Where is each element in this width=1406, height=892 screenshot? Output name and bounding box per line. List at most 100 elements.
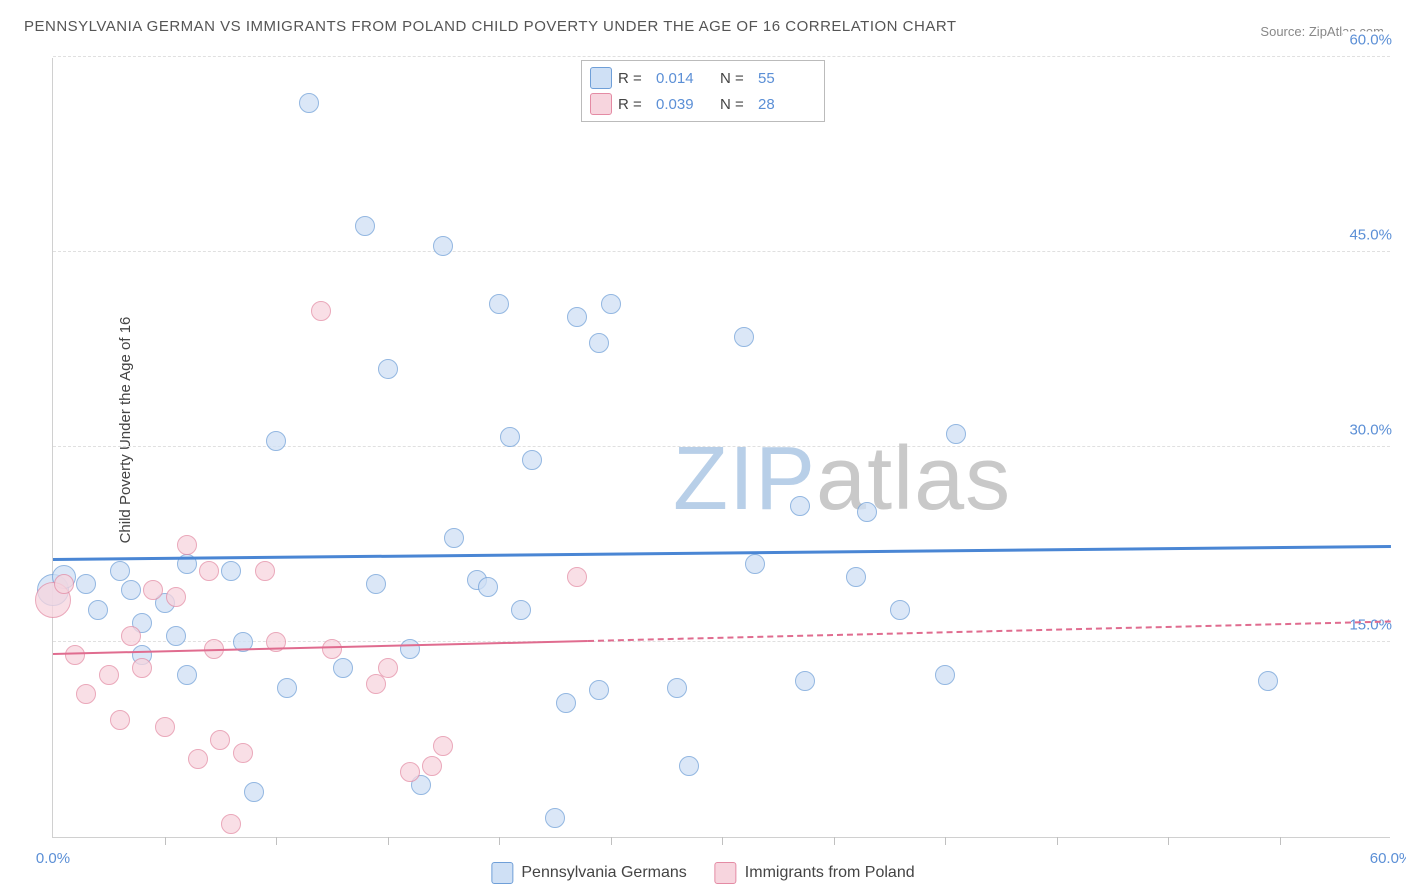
scatter-point: [166, 626, 186, 646]
scatter-point: [322, 639, 342, 659]
legend-series: Pennsylvania Germans Immigrants from Pola…: [491, 862, 914, 884]
scatter-point: [177, 665, 197, 685]
scatter-point: [444, 528, 464, 548]
legend-label: Pennsylvania Germans: [521, 864, 686, 882]
x-tick: [1168, 837, 1169, 845]
legend-swatch: [491, 862, 513, 884]
scatter-point: [121, 626, 141, 646]
scatter-point: [935, 665, 955, 685]
legend-row: R =0.039N =28: [590, 91, 816, 117]
scatter-point: [489, 294, 509, 314]
scatter-point: [522, 450, 542, 470]
scatter-point: [355, 216, 375, 236]
trend-line: [588, 621, 1391, 642]
watermark: ZIPatlas: [673, 428, 1011, 531]
x-tick: [945, 837, 946, 845]
scatter-point: [745, 554, 765, 574]
y-tick-label: 45.0%: [1343, 227, 1392, 244]
scatter-point: [366, 574, 386, 594]
r-value: 0.014: [656, 70, 714, 87]
scatter-point: [400, 639, 420, 659]
scatter-point: [378, 658, 398, 678]
gridline: [53, 56, 1390, 57]
scatter-point: [188, 749, 208, 769]
scatter-point: [857, 502, 877, 522]
n-label: N =: [720, 96, 752, 113]
scatter-point: [233, 743, 253, 763]
x-tick: [388, 837, 389, 845]
legend-swatch: [715, 862, 737, 884]
scatter-point: [567, 567, 587, 587]
gridline: [53, 251, 1390, 252]
n-value: 55: [758, 70, 816, 87]
scatter-point: [99, 665, 119, 685]
x-tick: [834, 837, 835, 845]
scatter-point: [65, 645, 85, 665]
scatter-point: [795, 671, 815, 691]
scatter-point: [76, 684, 96, 704]
scatter-point: [422, 756, 442, 776]
scatter-point: [255, 561, 275, 581]
scatter-point: [88, 600, 108, 620]
x-tick: [722, 837, 723, 845]
scatter-point: [378, 359, 398, 379]
scatter-point: [333, 658, 353, 678]
scatter-point: [155, 717, 175, 737]
legend-item: Immigrants from Poland: [715, 862, 915, 884]
scatter-point: [143, 580, 163, 600]
scatter-point: [478, 577, 498, 597]
scatter-point: [679, 756, 699, 776]
y-tick-label: 30.0%: [1343, 422, 1392, 439]
scatter-point: [110, 710, 130, 730]
x-tick: [499, 837, 500, 845]
scatter-point: [266, 431, 286, 451]
legend-item: Pennsylvania Germans: [491, 862, 686, 884]
chart-title: PENNSYLVANIA GERMAN VS IMMIGRANTS FROM P…: [24, 18, 957, 35]
x-tick: [1057, 837, 1058, 845]
scatter-point: [500, 427, 520, 447]
scatter-point: [110, 561, 130, 581]
scatter-point: [890, 600, 910, 620]
x-tick-label: 60.0%: [1370, 850, 1406, 867]
x-tick: [165, 837, 166, 845]
scatter-point: [54, 574, 74, 594]
scatter-point: [1258, 671, 1278, 691]
scatter-point: [790, 496, 810, 516]
scatter-point: [946, 424, 966, 444]
scatter-point: [277, 678, 297, 698]
scatter-point: [589, 333, 609, 353]
r-label: R =: [618, 96, 650, 113]
scatter-point: [121, 580, 141, 600]
scatter-point: [567, 307, 587, 327]
plot-area: ZIPatlas 15.0%30.0%45.0%60.0%0.0%60.0%: [52, 58, 1390, 838]
scatter-point: [601, 294, 621, 314]
x-tick-label: 0.0%: [36, 850, 70, 867]
scatter-point: [667, 678, 687, 698]
scatter-point: [177, 535, 197, 555]
y-tick-label: 15.0%: [1343, 617, 1392, 634]
scatter-point: [76, 574, 96, 594]
scatter-point: [556, 693, 576, 713]
scatter-point: [589, 680, 609, 700]
legend-swatch: [590, 93, 612, 115]
scatter-point: [433, 236, 453, 256]
scatter-point: [400, 762, 420, 782]
gridline: [53, 641, 1390, 642]
legend-label: Immigrants from Poland: [745, 864, 915, 882]
scatter-point: [166, 587, 186, 607]
scatter-point: [311, 301, 331, 321]
watermark-atlas: atlas: [816, 429, 1011, 529]
scatter-point: [545, 808, 565, 828]
n-label: N =: [720, 70, 752, 87]
y-tick-label: 60.0%: [1343, 32, 1392, 49]
scatter-point: [210, 730, 230, 750]
trend-line: [53, 545, 1391, 561]
scatter-point: [221, 561, 241, 581]
scatter-point: [221, 814, 241, 834]
n-value: 28: [758, 96, 816, 113]
source-label: Source:: [1260, 24, 1305, 39]
x-tick: [1280, 837, 1281, 845]
r-label: R =: [618, 70, 650, 87]
scatter-point: [299, 93, 319, 113]
scatter-point: [846, 567, 866, 587]
